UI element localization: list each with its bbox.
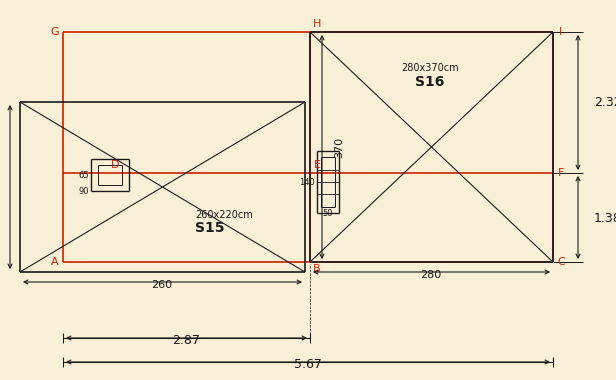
Text: 5.67: 5.67 [294, 358, 322, 371]
Text: 2.32: 2.32 [594, 97, 616, 109]
Text: 220: 220 [0, 176, 2, 198]
Text: 260: 260 [152, 280, 172, 290]
Text: E: E [314, 160, 320, 170]
Text: I: I [559, 27, 562, 37]
Text: S16: S16 [415, 75, 445, 89]
Text: G: G [51, 27, 59, 37]
Text: F: F [558, 168, 564, 178]
Text: 90: 90 [78, 187, 89, 196]
Text: 50: 50 [323, 209, 333, 218]
Text: 140: 140 [299, 177, 315, 187]
Text: 1.38: 1.38 [594, 212, 616, 225]
Text: D: D [111, 160, 120, 170]
Text: C: C [557, 257, 565, 267]
Text: S15: S15 [195, 221, 224, 235]
Text: 280: 280 [420, 270, 442, 280]
Text: B: B [313, 264, 321, 274]
Text: 280x370cm: 280x370cm [401, 63, 459, 73]
Text: 65: 65 [78, 171, 89, 179]
Text: 370: 370 [334, 136, 344, 158]
Text: A: A [51, 257, 59, 267]
Text: 2.87: 2.87 [172, 334, 200, 347]
Text: H: H [313, 19, 321, 29]
Text: 260x220cm: 260x220cm [195, 210, 253, 220]
